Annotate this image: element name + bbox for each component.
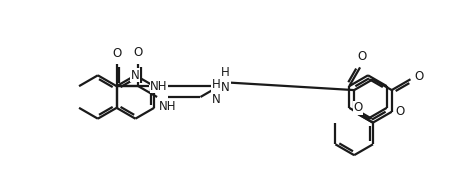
- Text: NH: NH: [159, 100, 176, 113]
- Text: O: O: [112, 47, 121, 60]
- Text: O: O: [358, 50, 367, 63]
- Text: O: O: [395, 105, 405, 118]
- Text: NH: NH: [150, 80, 168, 93]
- Text: O: O: [134, 46, 143, 59]
- Text: O: O: [353, 101, 362, 114]
- Text: H
N: H N: [212, 78, 221, 106]
- Text: H
N: H N: [221, 66, 230, 94]
- Text: O: O: [414, 70, 424, 83]
- Text: N: N: [131, 69, 140, 82]
